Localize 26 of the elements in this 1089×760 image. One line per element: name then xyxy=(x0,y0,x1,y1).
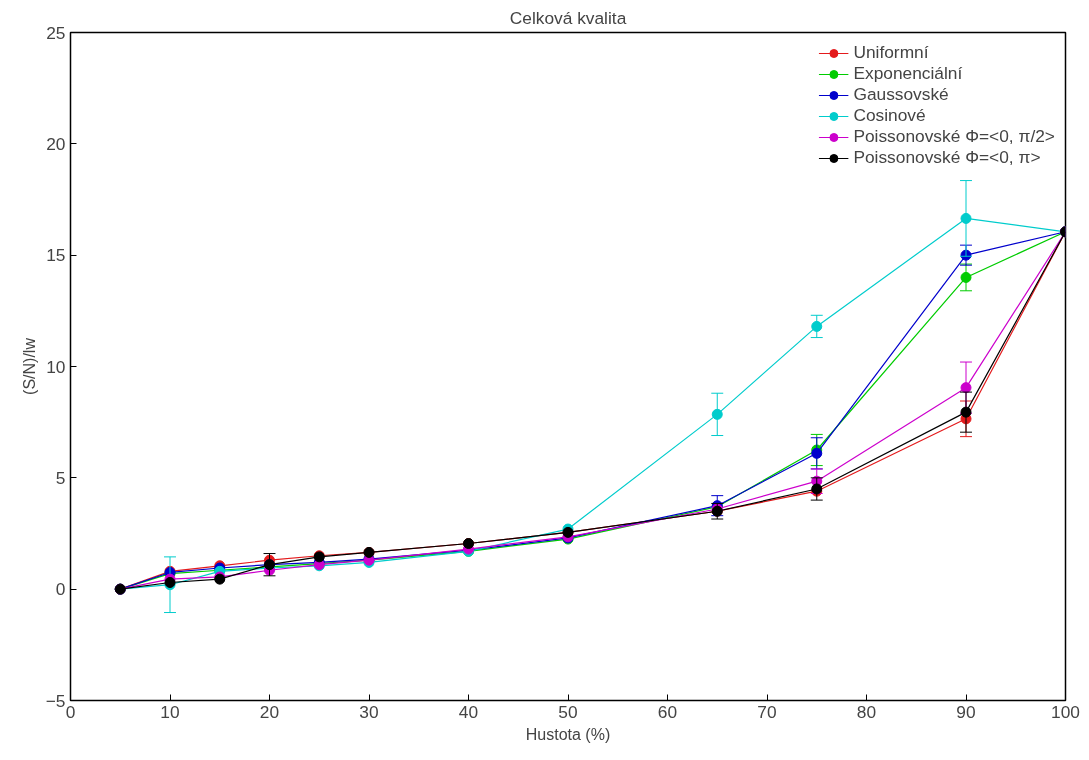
x-tick-label: 90 xyxy=(956,701,976,722)
legend-label: Gaussovské xyxy=(853,84,949,105)
legend-label: Poissonovské Φ=<0, π> xyxy=(853,147,1041,168)
x-tick-label: 20 xyxy=(259,701,280,722)
x-tick-label: 80 xyxy=(856,701,877,722)
legend-label: Uniformní xyxy=(853,42,929,63)
y-tick-label: 0 xyxy=(55,579,66,600)
x-tick-label: 70 xyxy=(757,701,777,722)
chart-title: Celková kvalita xyxy=(509,7,627,28)
x-tick-label: 60 xyxy=(657,701,678,722)
x-tick-label: 100 xyxy=(1051,701,1080,722)
y-tick-label: 5 xyxy=(55,467,66,488)
x-tick-label: 50 xyxy=(558,701,578,722)
y-tick-label: 15 xyxy=(46,245,66,266)
y-axis-title: (S/N)/lw xyxy=(20,337,38,395)
x-tick-label: 10 xyxy=(160,701,180,722)
legend-label: Exponenciální xyxy=(853,63,963,84)
y-tick-label: 10 xyxy=(46,356,66,377)
legend-label: Cosinové xyxy=(853,105,926,126)
x-tick-label: 30 xyxy=(359,701,379,722)
y-tick-label: 20 xyxy=(46,133,66,154)
y-tick-label: 25 xyxy=(46,22,66,43)
x-axis-title: Hustota (%) xyxy=(525,725,611,743)
y-tick-label: −5 xyxy=(45,690,66,711)
legend-label: Poissonovské Φ=<0, π/2> xyxy=(853,126,1055,147)
x-tick-label: 40 xyxy=(458,701,479,722)
